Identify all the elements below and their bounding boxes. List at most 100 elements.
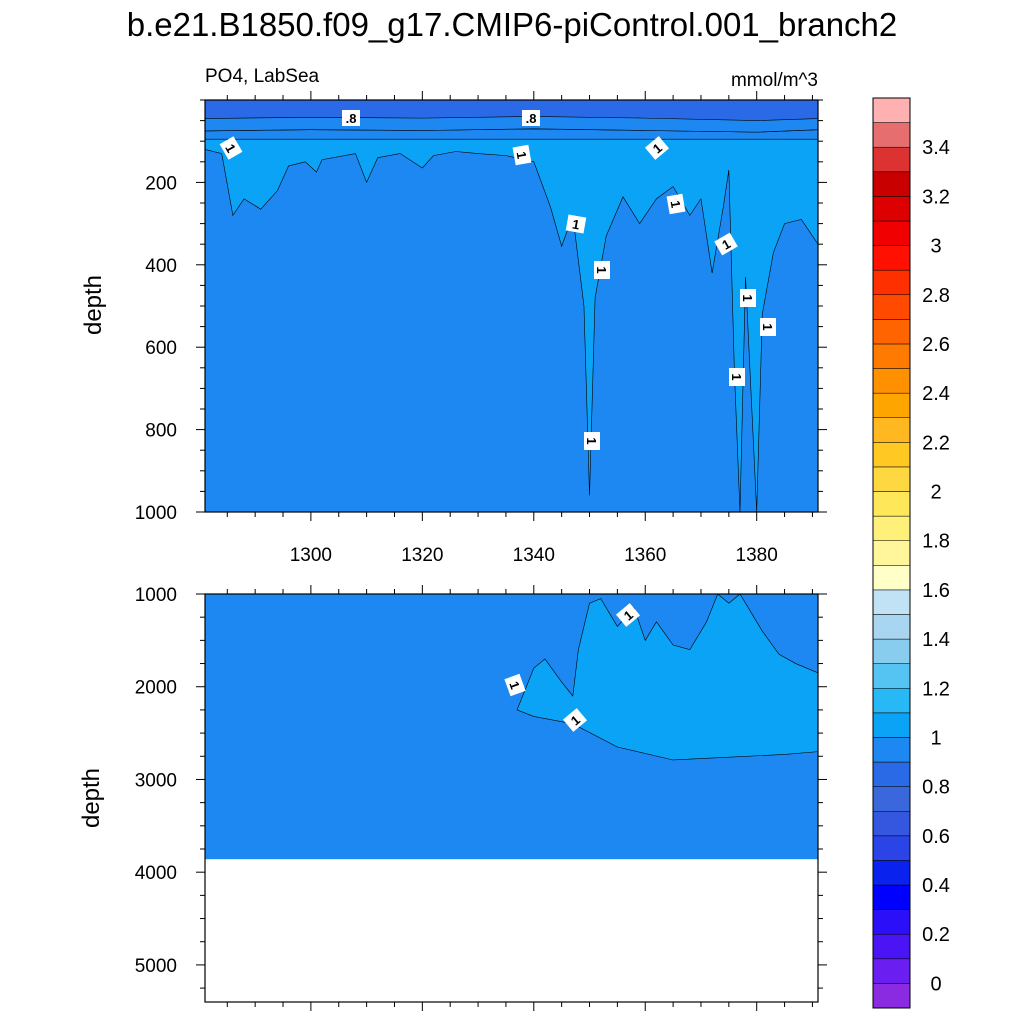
colorbar-label: 0.4 bbox=[922, 875, 950, 897]
colorbar-label: 2.2 bbox=[922, 432, 950, 454]
contour-label-text: .8 bbox=[346, 111, 357, 126]
contour-label: 1 bbox=[504, 673, 526, 697]
x-tick-label: 1300 bbox=[290, 545, 332, 566]
left-subtitle: PO4, LabSea bbox=[205, 66, 320, 87]
contour-label: 1 bbox=[740, 289, 756, 307]
x-tick-label: 1360 bbox=[624, 545, 666, 566]
y-tick-label: 1000 bbox=[135, 503, 177, 524]
panel-frame bbox=[204, 593, 819, 1003]
contour-label-box bbox=[219, 136, 243, 160]
contour-label-box bbox=[342, 110, 360, 126]
contour-label-text: 1 bbox=[594, 266, 609, 273]
colorbar-box bbox=[872, 171, 911, 197]
fill-region-1.0-1.1 bbox=[204, 138, 819, 513]
colorbar-label: 2.4 bbox=[922, 383, 950, 405]
colorbar-box bbox=[872, 368, 911, 394]
contour-label-box bbox=[760, 318, 776, 336]
colorbar-box bbox=[872, 933, 911, 960]
colorbar-box bbox=[872, 196, 911, 222]
contour-label-box bbox=[714, 232, 738, 256]
contour-label-box bbox=[644, 136, 670, 160]
contour-label-text: 1 bbox=[729, 373, 744, 380]
colorbar-label: 1.2 bbox=[922, 678, 950, 700]
colorbar-box bbox=[872, 983, 911, 1009]
colorbar-box bbox=[872, 761, 911, 787]
colorbar-box bbox=[872, 638, 911, 664]
colorbar-box bbox=[872, 392, 911, 418]
y-tick-label: 400 bbox=[145, 256, 177, 277]
y-tick-label: 600 bbox=[145, 338, 177, 359]
colorbar-box bbox=[872, 245, 911, 271]
contour-label-box bbox=[584, 432, 600, 450]
y-tick-label: 200 bbox=[145, 173, 177, 194]
contour-label: .8 bbox=[342, 110, 360, 126]
contour-label-text: .8 bbox=[526, 111, 537, 126]
y-tick-label: 3000 bbox=[135, 770, 177, 791]
contour-label-text: 1 bbox=[513, 150, 529, 160]
y-tick-label: 5000 bbox=[135, 956, 177, 977]
colorbar-label: 2 bbox=[930, 482, 941, 504]
contour-label-box bbox=[565, 214, 587, 234]
colorbar-box bbox=[872, 97, 911, 123]
y-tick-label: 1000 bbox=[135, 585, 177, 606]
colorbar-box bbox=[872, 515, 911, 541]
colorbar-box bbox=[872, 540, 911, 566]
contour-label: 1 bbox=[219, 136, 243, 160]
colorbar-box bbox=[872, 712, 911, 738]
colorbar-label: 3.4 bbox=[922, 137, 950, 159]
contour-label: 1 bbox=[565, 214, 587, 234]
contour-label-text: 1 bbox=[667, 199, 683, 209]
colorbar-label: 1.4 bbox=[922, 629, 950, 651]
units-subtitle: mmol/m^3 bbox=[731, 70, 818, 91]
colorbar-box bbox=[872, 589, 911, 615]
contour-label-text: 1 bbox=[584, 437, 599, 444]
lower-y-axis-label: depth bbox=[78, 768, 105, 828]
upper-panel: 200 400 600 800 1000 1300 1320 1340 1360 1380 .8 .8… bbox=[135, 91, 827, 566]
colorbar-box bbox=[872, 786, 911, 812]
contour-label: 1 bbox=[666, 193, 686, 215]
colorbar-label: 2.6 bbox=[922, 334, 950, 356]
colorbar-box bbox=[872, 146, 911, 173]
colorbar-box bbox=[872, 958, 911, 984]
colorbar-box bbox=[872, 294, 911, 320]
colorbar-label: 2.8 bbox=[922, 285, 950, 307]
colorbar-label: 1 bbox=[930, 727, 941, 749]
colorbar-box bbox=[872, 491, 911, 517]
contour-label-box bbox=[740, 289, 756, 307]
contour-label-text: 1 bbox=[760, 323, 775, 330]
contour-label: 1 bbox=[562, 708, 588, 732]
colorbar-box bbox=[872, 614, 911, 640]
colorbar-box bbox=[872, 860, 911, 886]
colorbar-label: 0.8 bbox=[922, 777, 950, 799]
colorbar-label: 0.6 bbox=[922, 826, 950, 848]
colorbar-frame bbox=[872, 97, 911, 1009]
contour-label-text: 1 bbox=[740, 294, 755, 301]
colorbar-label: 1.6 bbox=[922, 580, 950, 602]
contour-label: 1 bbox=[760, 318, 776, 336]
colorbar-box bbox=[872, 466, 911, 492]
y-tick-label: 800 bbox=[145, 421, 177, 442]
contour-label-box bbox=[615, 603, 641, 627]
colorbar-box bbox=[872, 737, 911, 763]
colorbar-box bbox=[872, 220, 911, 246]
colorbar-box bbox=[872, 319, 911, 345]
colorbar-box bbox=[872, 565, 911, 591]
chart-title: b.e21.B1850.f09_g17.CMIP6-piControl.001_… bbox=[127, 6, 898, 43]
colorbar-label: 3 bbox=[930, 236, 941, 258]
contour-label-box bbox=[512, 144, 532, 166]
contour-label-box bbox=[594, 261, 610, 279]
colorbar-box bbox=[872, 688, 911, 714]
upper-y-axis-label: depth bbox=[80, 275, 107, 335]
colorbar-box bbox=[872, 417, 911, 443]
contour-label-box bbox=[562, 708, 588, 732]
contour-label: 1 bbox=[644, 136, 670, 160]
y-tick-label: 2000 bbox=[135, 678, 177, 699]
colorbar-box bbox=[872, 442, 911, 468]
colorbar-box bbox=[872, 909, 911, 935]
colorbar-label: 1.8 bbox=[922, 531, 950, 553]
contour-label: 1 bbox=[729, 368, 745, 386]
colorbar-box bbox=[872, 810, 911, 837]
y-tick-label: 4000 bbox=[135, 863, 177, 884]
colorbar-label: 3.2 bbox=[922, 186, 950, 208]
